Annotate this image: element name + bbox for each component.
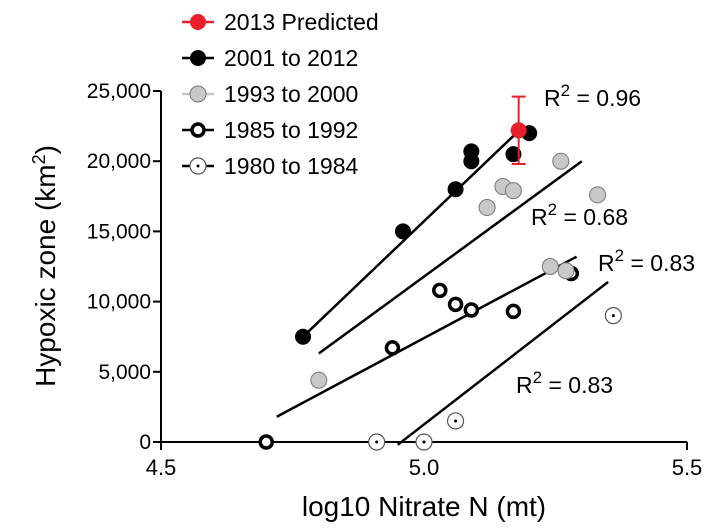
y-tick-label: 0	[139, 431, 151, 454]
data-point	[447, 296, 464, 313]
y-tick-label: 25,000	[87, 80, 151, 103]
r-squared-label: R2 = 0.96	[544, 81, 641, 111]
x-axis-title: log10 Nitrate N (mt)	[302, 491, 546, 522]
data-point	[557, 262, 575, 280]
legend-item: 1993 to 2000	[182, 81, 358, 107]
x-tick-label: 4.5	[146, 455, 177, 480]
x-tick-label: 5.0	[409, 455, 440, 480]
y-tick-label: 5,000	[98, 361, 151, 384]
data-point	[295, 328, 312, 345]
y-tick-label: 20,000	[87, 150, 151, 173]
y-tick-label: 10,000	[87, 291, 151, 314]
data-point	[504, 182, 522, 200]
data-point	[505, 303, 522, 320]
data-point	[432, 282, 448, 299]
data-point	[384, 340, 401, 356]
legend-marker	[190, 50, 206, 66]
data-point	[447, 181, 464, 198]
legend-marker	[190, 14, 206, 30]
data-point	[510, 122, 527, 139]
legend-label: 1993 to 2000	[224, 81, 358, 107]
legend-label: 1980 to 1984	[224, 153, 359, 179]
y-ticks: 0 5,000 10,000 15,000 20,000 25,000	[87, 80, 161, 454]
legend-marker	[190, 122, 206, 138]
y-axis-title-sup: 2	[29, 154, 49, 164]
legend-label: 2001 to 2012	[224, 45, 358, 71]
legend-marker	[189, 157, 207, 175]
data-point	[463, 143, 480, 160]
regression-line	[396, 280, 609, 446]
legend: 2013 Predicted 2001 to 2012 1993 to 2000 19…	[182, 9, 379, 179]
legend-label: 1985 to 1992	[224, 117, 358, 143]
legend-item: 1985 to 1992	[182, 117, 358, 143]
y-tick-label: 15,000	[87, 220, 151, 243]
legend-marker	[189, 85, 207, 103]
legend-item: 1980 to 1984	[182, 153, 359, 179]
data-point	[604, 307, 622, 325]
y-axis-title-close: )	[30, 145, 61, 154]
data-point	[463, 302, 480, 318]
x-tick-label: 5.5	[672, 455, 703, 480]
regression-line	[318, 160, 583, 355]
r-squared-label: R2 = 0.68	[531, 200, 628, 230]
regression-line	[276, 255, 578, 418]
legend-item: 2001 to 2012	[182, 45, 358, 71]
data-point	[541, 258, 559, 275]
r-squared-label: R2 = 0.83	[516, 368, 613, 398]
x-ticks: 4.5 5.0 5.5	[146, 442, 703, 480]
data-point	[478, 199, 496, 217]
data-point	[505, 146, 522, 163]
legend-label: 2013 Predicted	[224, 9, 379, 35]
y-axis-title-text: Hypoxic zone (km	[30, 164, 61, 387]
data-point	[446, 412, 465, 430]
data-point	[368, 433, 386, 451]
data-points	[258, 95, 622, 451]
y-axis-title: Hypoxic zone (km2)	[29, 145, 61, 387]
data-point	[552, 152, 570, 170]
r-squared-label: R2 = 0.83	[598, 246, 695, 276]
data-point	[589, 186, 607, 204]
r-squared-annotations: R2 = 0.96 R2 = 0.68 R2 = 0.83 R2 = 0.83	[516, 81, 695, 398]
legend-item: 2013 Predicted	[182, 9, 379, 35]
data-point	[310, 371, 328, 389]
data-point	[394, 223, 411, 240]
data-point	[415, 433, 433, 451]
data-point	[258, 434, 274, 450]
